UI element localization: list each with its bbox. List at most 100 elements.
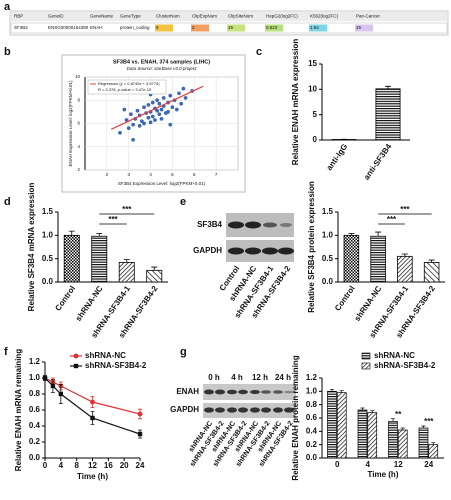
- x-axis-label: SF3B4 Expression Level: log2(FPKM+0.01): [118, 181, 206, 186]
- y-tick-label: 0.2: [306, 440, 318, 449]
- y-tick-label: 0.8: [306, 400, 318, 409]
- y-tick-label: 1.5: [322, 207, 334, 216]
- y-tick-label: 10: [75, 74, 81, 79]
- table-header-bg: [11, 12, 447, 21]
- point: [150, 100, 155, 105]
- legend-text: shRNA-NC: [85, 351, 126, 360]
- x-tick-label: 4: [149, 172, 152, 177]
- y-tick-label: 0.4: [29, 421, 41, 430]
- y-tick-label: 2: [77, 167, 80, 172]
- legend-text: R = 0.378, p-value = 3.47e-15: [98, 87, 152, 92]
- point: [131, 137, 135, 142]
- y-tick-label: 1.0: [306, 386, 318, 395]
- point: [137, 411, 143, 417]
- x-tick-label: 6: [193, 172, 196, 177]
- bar: [327, 390, 337, 459]
- significance: ***: [387, 215, 397, 224]
- y-tick-label: 1.5: [42, 207, 54, 216]
- y-tick-label: 0.6: [306, 413, 318, 422]
- x-axis-label: Time (h): [368, 470, 399, 479]
- blot-row-label: ENAH: [176, 387, 199, 396]
- y-axis-label: Relative ENAH protein remaining: [291, 355, 300, 480]
- blot-time-label: 24 h: [275, 373, 291, 382]
- error-bar: [360, 407, 365, 410]
- table-header: K562(log2FC): [310, 14, 339, 19]
- table-header: RBP: [14, 14, 23, 19]
- point: [90, 415, 95, 421]
- table-cell: 15: [356, 25, 362, 30]
- y-tick-label: 0.8: [29, 389, 41, 398]
- x-tick-label: 3: [127, 172, 130, 177]
- legend-marker: [73, 353, 79, 359]
- point: [142, 105, 146, 110]
- x-tick-label: 12: [394, 460, 403, 469]
- x-tick-label: 5: [171, 172, 174, 177]
- x-tick-label: 4: [366, 460, 371, 469]
- table-cell: 0.623: [266, 25, 278, 30]
- blot-time-label: 12 h: [252, 373, 268, 382]
- y-axis-label: Relative ENAH mRNA expression: [291, 39, 300, 166]
- bar: [397, 255, 413, 283]
- blot-e: [226, 213, 294, 262]
- legend-text: Regression (y = 0.8749x + 3.5774): [98, 81, 160, 86]
- panel-label: a: [4, 1, 11, 13]
- x-tick-label: 20: [120, 461, 129, 470]
- panel-label: c: [256, 46, 262, 58]
- point: [179, 101, 184, 106]
- table-cell: 9: [156, 25, 159, 30]
- point: [159, 107, 164, 112]
- panel-label: e: [180, 196, 186, 208]
- bar: [418, 427, 429, 459]
- y-tick-label: 0.4: [306, 426, 318, 435]
- blot-time-label: 4 h: [231, 373, 243, 382]
- bar: [397, 429, 408, 459]
- bar: [423, 261, 440, 283]
- bar: [146, 269, 163, 283]
- legend-text: shRNA-SF3B4-2: [85, 361, 147, 370]
- point: [142, 121, 146, 126]
- point: [50, 383, 56, 389]
- x-tick-label: 2: [106, 172, 109, 177]
- error-bar: [431, 442, 436, 445]
- y-tick-label: 1.0: [42, 230, 54, 239]
- y-tick-label: 0.0: [42, 277, 54, 286]
- point: [135, 108, 140, 113]
- y-tick-label: 0.0: [306, 453, 318, 462]
- point: [168, 122, 173, 127]
- bar: [367, 412, 378, 459]
- point: [146, 115, 151, 120]
- point: [183, 96, 188, 100]
- point: [157, 101, 162, 106]
- x-tick-label: anti-SF3B4: [362, 142, 394, 182]
- y-tick-label: 10: [308, 84, 317, 93]
- table-header: GeneType: [120, 14, 141, 19]
- table-header: HepG2(log2FC): [266, 14, 298, 19]
- point: [146, 103, 151, 107]
- chart-subtitle: Data Source: starBase v3.0 project: [127, 66, 198, 71]
- table-cell: ENSG00000154380: [48, 25, 89, 30]
- point: [159, 117, 164, 121]
- y-axis-label: Relative ENAH mRNA remaining: [14, 349, 23, 472]
- y-tick-label: 0.0: [29, 453, 41, 462]
- y-tick-label: 15: [308, 59, 317, 68]
- table-cell: 1.94: [310, 25, 319, 30]
- error-bar: [400, 427, 405, 430]
- legend-text: shRNA-SF3B4-2: [374, 361, 436, 370]
- error-bar: [421, 425, 426, 428]
- y-tick-label: 0: [313, 135, 318, 144]
- blot-row-label: GAPDH: [193, 246, 222, 255]
- y-tick-label: 4: [77, 144, 80, 149]
- bar: [336, 392, 347, 459]
- point: [122, 107, 127, 112]
- y-tick-label: 0.5: [42, 254, 54, 263]
- table-cell-box: [265, 24, 283, 32]
- chart-title: SF3B4 vs. ENAH, 374 samples (LIHC): [113, 59, 210, 65]
- x-tick-label: Control: [333, 284, 357, 312]
- point: [157, 112, 162, 117]
- table-header: ClipSiteNum: [228, 14, 253, 19]
- blot-time-label: 0 h: [208, 373, 220, 382]
- point: [131, 122, 135, 127]
- x-tick-label: shRNA-NC: [74, 284, 105, 323]
- y-axis-label: ENAH Expression Level: log2(FPKM+0.01): [68, 80, 73, 166]
